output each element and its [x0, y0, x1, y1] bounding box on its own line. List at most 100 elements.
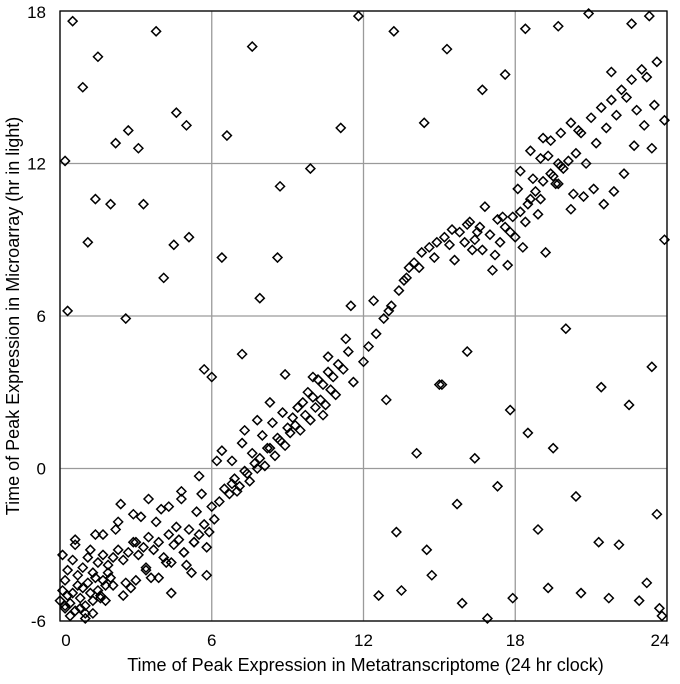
data-point — [557, 163, 569, 175]
data-point — [127, 508, 139, 520]
data-point — [641, 577, 653, 589]
data-point — [605, 66, 617, 78]
data-point — [277, 407, 289, 419]
data-point — [499, 221, 511, 233]
data-point — [388, 25, 400, 37]
data-point — [105, 198, 117, 210]
data-point — [92, 556, 104, 569]
data-point — [87, 567, 99, 579]
data-point — [216, 251, 228, 264]
data-point — [595, 381, 607, 393]
data-point — [537, 175, 549, 187]
data-point — [67, 554, 79, 566]
data-point — [380, 394, 392, 406]
data-point — [542, 582, 554, 594]
y-tick-label: 18 — [27, 3, 46, 22]
data-point — [150, 25, 162, 37]
data-point — [648, 99, 660, 111]
data-point — [173, 534, 185, 546]
data-point — [105, 572, 117, 584]
data-point — [256, 429, 268, 442]
data-point — [168, 239, 180, 251]
data-point — [261, 442, 273, 454]
data-point — [552, 20, 564, 32]
data-point — [112, 544, 124, 556]
data-point — [294, 424, 306, 436]
data-point — [605, 94, 617, 106]
x-tick-labels: 0 6 12 18 24 — [61, 631, 669, 650]
data-point — [504, 404, 516, 416]
data-point — [446, 224, 458, 236]
data-point — [102, 567, 114, 579]
data-point — [307, 371, 319, 383]
data-point — [175, 493, 187, 505]
data-point — [165, 556, 177, 569]
data-point — [383, 305, 395, 317]
data-point — [491, 213, 504, 225]
data-point — [524, 145, 536, 157]
data-point — [395, 584, 407, 597]
data-point — [476, 244, 488, 256]
data-point — [464, 216, 476, 228]
data-point — [524, 193, 536, 205]
data-points — [54, 7, 671, 625]
data-point — [426, 569, 438, 581]
data-point — [122, 546, 134, 558]
data-point — [117, 554, 129, 566]
data-point — [246, 41, 258, 53]
data-point — [413, 262, 425, 274]
data-point — [486, 264, 499, 276]
data-point — [600, 122, 612, 134]
data-point — [580, 157, 592, 170]
data-point — [347, 376, 359, 388]
data-point — [641, 71, 653, 83]
data-point — [188, 536, 200, 548]
data-point — [646, 142, 658, 154]
data-point — [56, 549, 69, 561]
data-point — [603, 592, 615, 604]
data-point — [110, 523, 122, 536]
data-point — [636, 63, 648, 76]
data-point — [651, 56, 663, 68]
data-point — [72, 579, 84, 591]
data-point — [180, 119, 193, 131]
plot-frame — [59, 10, 668, 622]
data-point — [474, 221, 486, 233]
data-point — [148, 544, 160, 556]
data-point — [451, 498, 463, 510]
data-point — [658, 234, 671, 246]
data-point — [502, 259, 514, 271]
data-point — [499, 68, 511, 81]
data-point — [540, 246, 552, 259]
data-point — [170, 521, 182, 533]
data-point — [370, 328, 382, 340]
data-point — [312, 373, 324, 386]
data-point — [588, 183, 600, 195]
data-point — [454, 226, 466, 238]
data-point — [59, 155, 71, 167]
data-point — [201, 541, 213, 553]
data-point — [79, 600, 91, 612]
data-point — [529, 185, 542, 198]
data-point — [307, 391, 319, 403]
data-point — [82, 551, 94, 564]
data-point — [170, 107, 182, 119]
data-point — [633, 595, 645, 607]
data-point — [165, 587, 177, 599]
data-point — [428, 251, 440, 264]
data-point — [626, 74, 638, 86]
data-point — [618, 168, 630, 180]
data-point — [94, 592, 107, 604]
data-point — [254, 292, 266, 304]
data-point — [590, 137, 602, 149]
x-tick-label: 24 — [651, 631, 670, 650]
data-point — [567, 188, 579, 200]
data-point — [314, 394, 327, 406]
data-point — [188, 536, 200, 548]
data-point — [125, 582, 137, 594]
data-point — [135, 511, 147, 523]
data-point — [56, 584, 69, 597]
data-point — [236, 437, 248, 449]
data-point — [82, 236, 94, 248]
x-tick-label: 18 — [506, 631, 525, 650]
